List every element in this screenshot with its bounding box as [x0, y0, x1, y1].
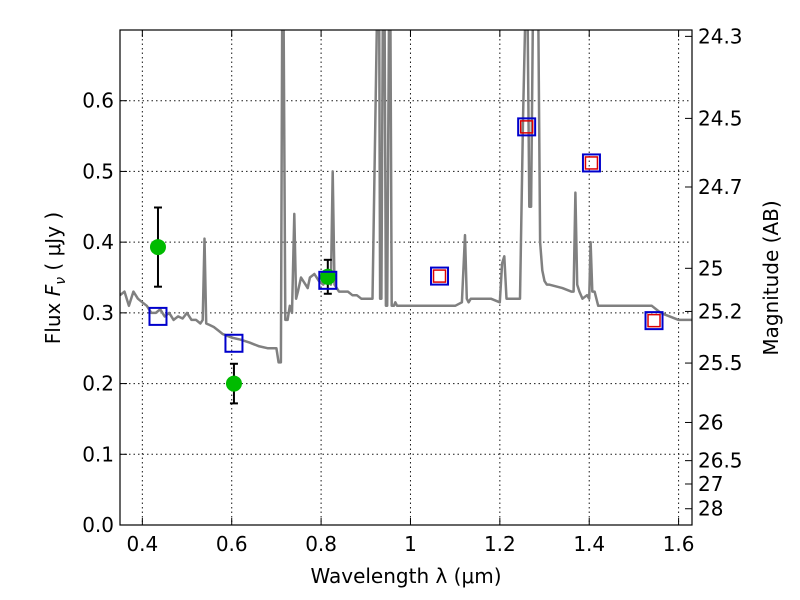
- model-square: [224, 333, 244, 353]
- y2-tick-label: 24.3: [698, 24, 743, 48]
- model-square-inner: [647, 313, 661, 328]
- y-tick-label: 0.5: [82, 159, 114, 183]
- y-axis-title-sub: ν: [53, 277, 69, 285]
- model-square-inner: [432, 269, 447, 283]
- y-axis-left: 0.0 0.1 0.2 0.3 0.4 0.5 0.6: [82, 89, 127, 537]
- x-tick-label: 0.8: [305, 532, 337, 556]
- spectrum-series: [120, 30, 692, 364]
- x-tick-label: 1.6: [663, 532, 695, 556]
- observed-point: [149, 239, 166, 256]
- y2-tick-label: 27: [698, 472, 723, 496]
- y2-tick-label: 26: [698, 410, 723, 434]
- x-tick-label: 1: [404, 532, 417, 556]
- model-square: [148, 306, 168, 326]
- y-axis-title-pre: Flux: [41, 296, 65, 344]
- y2-tick-label: 28: [698, 497, 723, 521]
- x-axis-title: Wavelength λ (μm): [310, 564, 501, 588]
- x-tick-label: 1.2: [484, 532, 516, 556]
- y2-tick-label: 25.2: [698, 299, 743, 323]
- y2-tick-label: 24.5: [698, 106, 743, 130]
- y-tick-label: 0.1: [82, 442, 114, 466]
- y-axis-title: Flux Fν ( μJy ): [41, 212, 69, 344]
- photometry-markers: [148, 117, 664, 405]
- model-square-inner: [519, 120, 534, 134]
- x-tick-label: 0.4: [126, 532, 158, 556]
- y-tick-label: 0.4: [82, 230, 114, 254]
- x-tick-label: 1.4: [573, 532, 605, 556]
- model-square: [517, 117, 537, 137]
- model-spectrum-line: [120, 30, 692, 364]
- y2-axis-title: Magnitude (AB): [759, 200, 783, 355]
- y2-tick-label: 24.7: [698, 175, 743, 199]
- y-tick-label: 0.2: [82, 372, 114, 396]
- model-square: [644, 311, 664, 331]
- observed-point: [225, 375, 242, 392]
- model-square-inner: [584, 156, 599, 170]
- y2-tick-label: 26.5: [698, 449, 743, 473]
- y-tick-label: 0.6: [82, 89, 114, 113]
- y-axis-title-post: ( μJy ): [41, 212, 65, 277]
- grid: [120, 30, 692, 526]
- model-square: [581, 153, 601, 173]
- model-square: [318, 270, 338, 290]
- y2-tick-label: 25: [698, 256, 723, 280]
- y-tick-label: 0.0: [82, 513, 114, 537]
- x-axis: 0.4 0.6 0.8 1 1.2 1.4 1.6: [126, 30, 695, 556]
- x-tick-label: 0.6: [216, 532, 248, 556]
- y-tick-label: 0.3: [82, 301, 114, 325]
- y2-tick-label: 25.5: [698, 351, 743, 375]
- y-axis-title-var: F: [41, 284, 65, 296]
- plot-frame: [119, 29, 693, 526]
- model-square: [430, 266, 450, 286]
